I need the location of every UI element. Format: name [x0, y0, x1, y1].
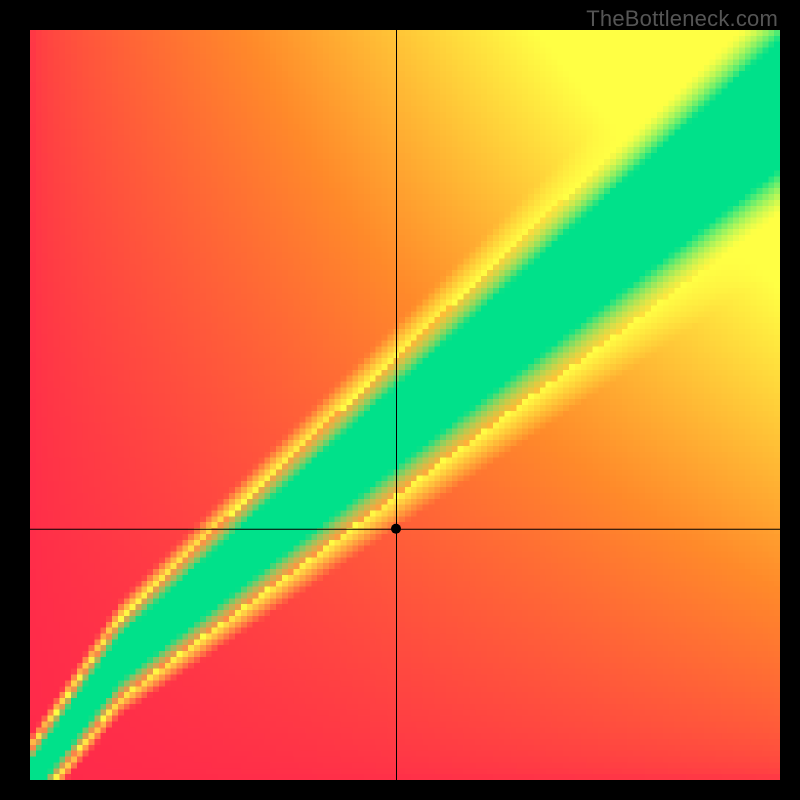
crosshair-overlay	[0, 0, 800, 800]
watermark-label: TheBottleneck.com	[586, 6, 778, 32]
chart-container: TheBottleneck.com	[0, 0, 800, 800]
